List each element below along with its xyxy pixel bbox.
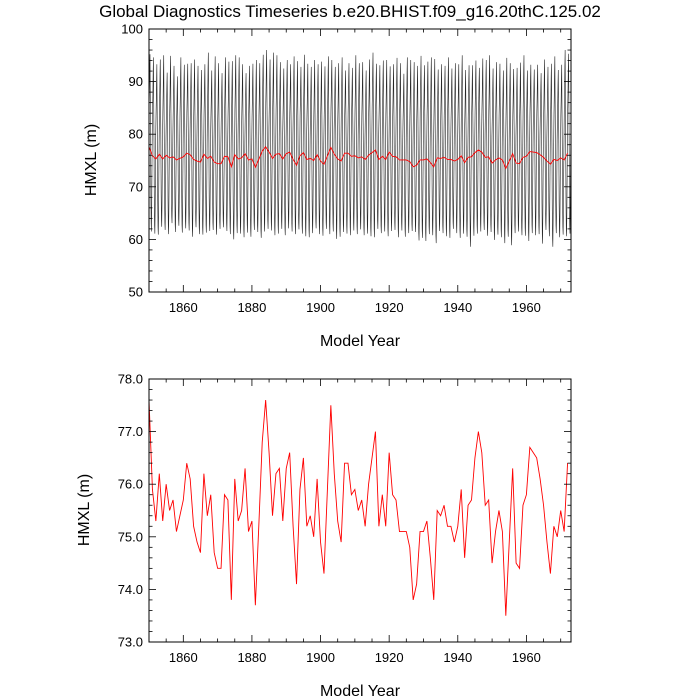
- y-tick-label: 80: [129, 127, 143, 142]
- x-tick-label: 1940: [443, 650, 472, 665]
- top-panel-axes: 1860 1880 1900 1920 1940 1960 50 60 70 80 90 100: [121, 22, 572, 315]
- plot-frame: [148, 378, 572, 643]
- x-tick-label: 1880: [237, 300, 266, 315]
- x-tick-label: 1880: [237, 650, 266, 665]
- annual-mean-line: [148, 400, 569, 616]
- y-tick-label: 75.0: [118, 529, 143, 544]
- x-tick-label: 1920: [375, 650, 404, 665]
- x-tick-label: 1920: [375, 300, 404, 315]
- annual-mean-line: [148, 146, 568, 170]
- monthly-series: [148, 50, 572, 247]
- y-tick-label: 60: [129, 232, 143, 247]
- y-tick-label: 77.0: [118, 424, 143, 439]
- top-x-axis-label: Model Year: [320, 333, 401, 350]
- y-tick-label: 76.0: [118, 477, 143, 492]
- x-tick-label: 1960: [512, 300, 541, 315]
- x-tick-label: 1860: [169, 300, 198, 315]
- top-y-axis-label: HMXL (m): [83, 124, 100, 196]
- plot-frame: [148, 28, 572, 293]
- bottom-x-axis-label: Model Year: [320, 683, 401, 700]
- y-tick-label: 73.0: [118, 635, 143, 650]
- x-tick-label: 1960: [512, 650, 541, 665]
- y-tick-label: 74.0: [118, 582, 143, 597]
- x-tick-label: 1940: [443, 300, 472, 315]
- x-tick-label: 1900: [306, 300, 335, 315]
- monthly-line: [148, 50, 572, 247]
- x-tick-label: 1900: [306, 650, 335, 665]
- y-tick-label: 90: [129, 74, 143, 89]
- top-panel: 1860 1880 1900 1920 1940 1960 50 60 70 80 90 100 HM…: [83, 22, 572, 350]
- x-tick-label: 1860: [169, 650, 198, 665]
- bottom-y-axis-label: HMXL (m): [76, 474, 93, 546]
- bottom-panel: 1860 1880 1900 1920 1940 1960 73.0 74.0 75.0 76.0…: [76, 372, 572, 700]
- y-tick-label: 78.0: [118, 372, 143, 387]
- y-tick-label: 100: [121, 22, 143, 37]
- bottom-panel-axes: 1860 1880 1900 1920 1940 1960 73.0 74.0 75.0 76.0…: [118, 372, 572, 665]
- y-tick-label: 50: [129, 285, 143, 300]
- y-tick-label: 70: [129, 179, 143, 194]
- chart-title: Global Diagnostics Timeseries b.e20.BHIS…: [99, 2, 601, 21]
